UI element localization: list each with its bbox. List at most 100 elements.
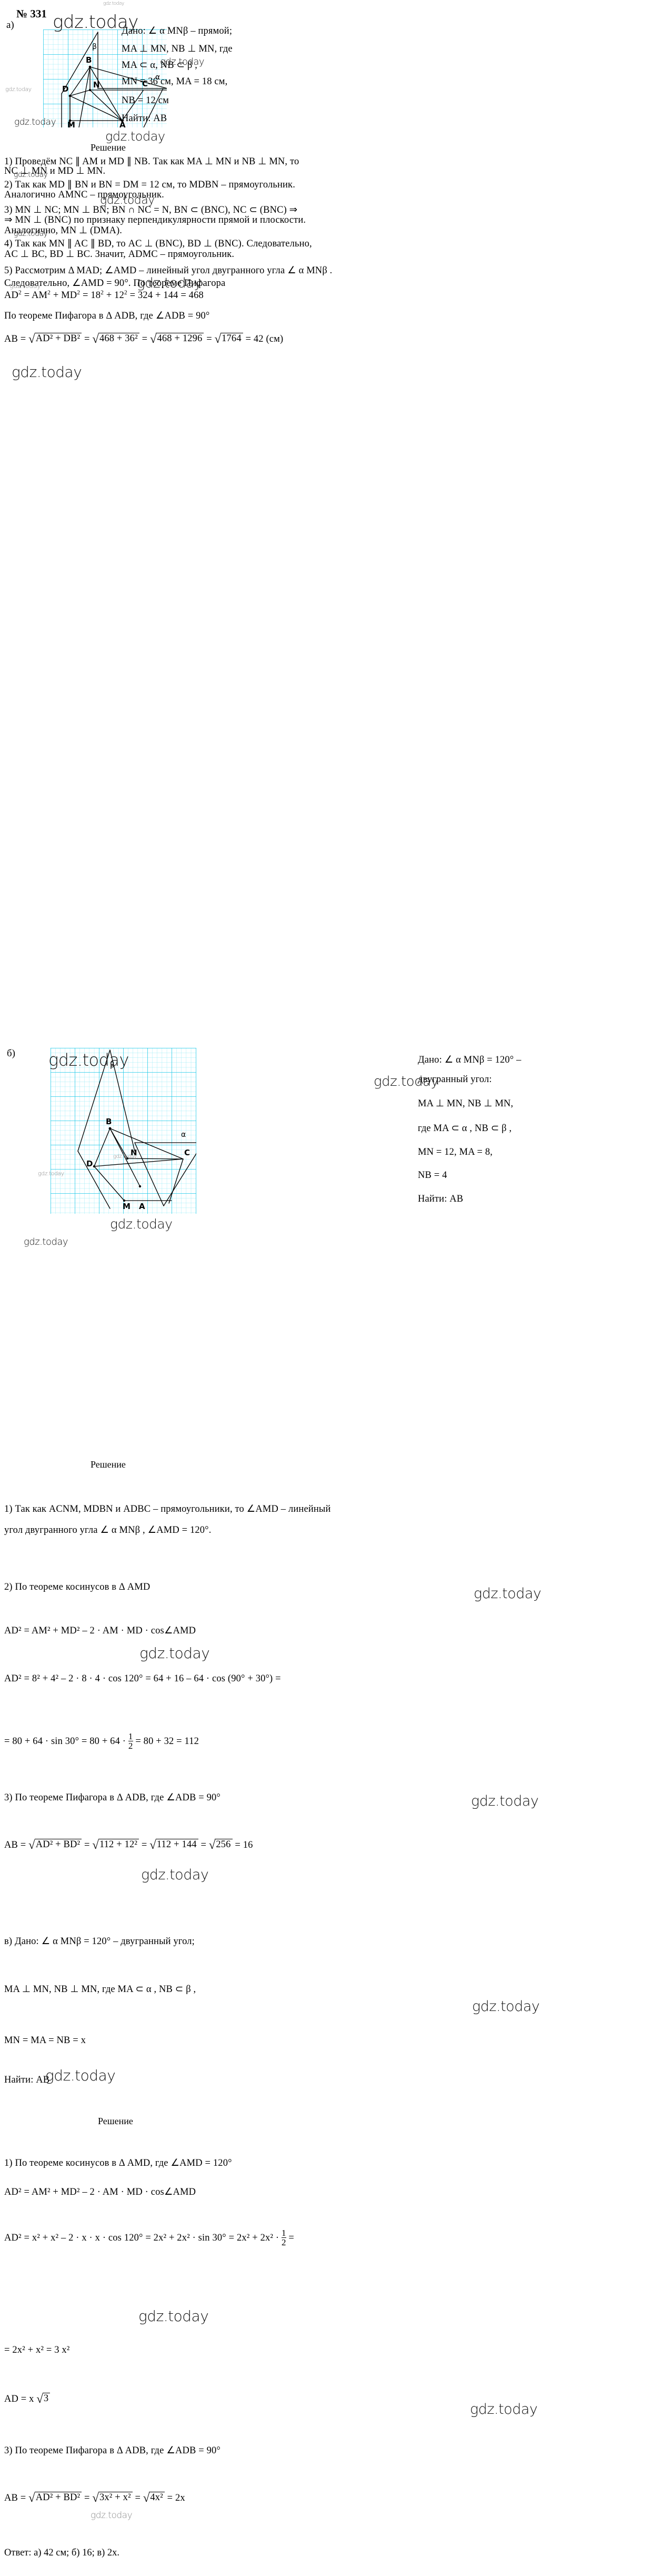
radicand: 4x² — [149, 2492, 165, 2503]
watermark: gdz.today — [139, 1644, 210, 1662]
given-a-line-6: Найти: AB — [122, 113, 167, 124]
given-b-line-3: MA ⊥ MN, NB ⊥ MN, — [418, 1098, 514, 1109]
formula-v-line-1: AD² = AM² + MD² – 2 · AM · MD · cos∠AMD — [4, 2187, 196, 2197]
figure-b-drawing — [77, 1049, 196, 1209]
radical: √3 — [36, 2393, 51, 2405]
formula-b-line3-pre: = 80 + 64 · sin 30° = 80 + 64 · — [4, 1736, 126, 1747]
radical: √112 + 12² — [92, 1839, 139, 1851]
fraction-one-half: 1 2 — [281, 2228, 286, 2247]
given-a-line-5: NB = 12 см — [122, 95, 169, 106]
given-a-line-2: MA ⊥ MN, NB ⊥ MN, где — [122, 44, 233, 54]
given-b-line-1: Дано: ∠ α MNβ = 120° – — [418, 1055, 521, 1065]
radicand: 3x² + x² — [98, 2492, 133, 2503]
solution-a-step-3b: ⇒ MN ⊥ (BNC) по признаку перпендикулярно… — [4, 215, 306, 225]
solution-a-step-1b: NC ⊥ MN и MD ⊥ MN. — [4, 166, 106, 176]
figure-b-point-M: M — [123, 1202, 131, 1211]
figure-b-point-B: B — [106, 1117, 112, 1126]
formula-b-ab-eq1: = — [84, 1840, 90, 1850]
fraction-one-half: 1 2 — [128, 1732, 133, 1751]
solution-b-step-1b: угол двугранного угла ∠ α MNβ , ∠AMD = 1… — [4, 1525, 212, 1535]
given-a-line-4: MN = 36 см, MA = 18 см, — [122, 76, 228, 87]
watermark: gdz.today — [474, 1586, 541, 1602]
figure-b-point-D: D — [86, 1159, 93, 1168]
formula-a-ad-squared: AD2 = AM2 + MD2 = 182 + 122 = 324 + 144 … — [4, 289, 204, 301]
formula-b-line-3: = 80 + 64 · sin 30° = 80 + 64 · 1 2 = 80… — [4, 1732, 199, 1751]
radical: √3x² + x² — [92, 2492, 133, 2504]
radical: √112 + 144 — [149, 1839, 198, 1851]
formula-b-ab-eq2: = — [141, 1840, 147, 1850]
fraction-numerator: 1 — [281, 2228, 286, 2238]
given-v-line-3: MN = MA = NB = x — [4, 2035, 86, 2046]
solution-a-step-3: 3) MN ⊥ NC; MN ⊥ BN; BN ∩ NC = N, BN ⊂ (… — [4, 205, 298, 215]
given-v-line-2: MA ⊥ MN, NB ⊥ MN, где MA ⊂ α , NB ⊂ β , — [4, 1984, 196, 1995]
watermark: gdz.today — [103, 1, 124, 6]
watermark: gdz.today — [5, 86, 32, 93]
solution-a-step-1: 1) Проведём NC ∥ AM и MD ∥ NB. Так как M… — [4, 156, 299, 167]
figure-a-point-A: A — [119, 120, 126, 130]
watermark: gdz.today — [110, 1216, 173, 1232]
figure-a-grid — [43, 29, 167, 127]
figure-b-point-A: A — [139, 1202, 145, 1211]
figure-b-plane-beta: β — [110, 1061, 115, 1069]
part-label-b: б) — [7, 1048, 15, 1059]
radical: √1764 — [215, 333, 243, 345]
given-a-line-1: Дано: ∠ α MNβ – прямой; — [122, 26, 233, 36]
figure-b-plane-alpha: α — [181, 1131, 186, 1139]
solution-a-step-4b: AC ⊥ BC, BD ⊥ BC. Значит, ADMC – прямоуг… — [4, 249, 235, 260]
radical: √256 — [209, 1839, 233, 1851]
watermark: gdz.today — [138, 2307, 209, 2325]
formula-v-ad-prefix: AD = x — [4, 2394, 34, 2404]
watermark: gdz.today — [12, 363, 82, 381]
formula-a-ab: AB = √AD² + DB² = √468 + 36² = √468 + 12… — [4, 333, 283, 345]
fraction-numerator: 1 — [128, 1731, 133, 1741]
formula-a-ab-eq2: = — [142, 334, 148, 344]
solution-heading-v: Решение — [98, 2116, 133, 2126]
watermark: gdz.today — [91, 2510, 133, 2521]
watermark: gdz.today — [105, 129, 165, 144]
radical: √AD² + DB² — [28, 333, 82, 345]
figure-a-point-C: C — [142, 79, 148, 88]
solution-b-step-2: 2) По теореме косинусов в Δ AMD — [4, 1582, 151, 1592]
radicand: AD² + DB² — [34, 333, 82, 344]
formula-a-ad-p5: = 324 + 144 = 468 — [129, 290, 204, 301]
formula-v-ab-eq3: = 2x — [167, 2493, 185, 2503]
watermark: gdz.today — [24, 1236, 68, 1247]
given-a-line-3: MA ⊂ α, NB ⊂ β , — [122, 60, 197, 71]
radicand: 256 — [215, 1839, 233, 1850]
formula-a-ab-eq3: = — [206, 334, 212, 344]
formula-a-ab-eq1: = — [84, 334, 90, 344]
radicand: 468 + 36² — [98, 333, 139, 344]
figure-b-point-C: C — [184, 1148, 190, 1157]
formula-a-ad-p4: + 12 — [106, 290, 124, 301]
radicand: AD² + BD² — [34, 1839, 82, 1850]
radical: √468 + 1296 — [150, 333, 204, 345]
solution-a-step-4: 4) Так как MN ∥ AC ∥ BD, то AC ⊥ (BNC), … — [4, 239, 312, 249]
figure-a-point-N: N — [93, 80, 100, 90]
solution-a-step-5b: Следовательно, ∠AMD = 90°. По теореме Пи… — [4, 278, 226, 289]
given-b-line-7: Найти: AB — [418, 1194, 464, 1204]
formula-b-ab-result: = 16 — [235, 1840, 253, 1850]
solution-v-step-1: 1) По теореме косинусов в Δ AMD, где ∠AM… — [4, 2158, 232, 2168]
fraction-denominator: 2 — [128, 1741, 133, 1751]
watermark: gdz.today — [141, 1867, 209, 1883]
formula-a-ab-prefix: AB = — [4, 334, 26, 344]
solution-a-pyth-line: По теореме Пифагора в Δ ADB, где ∠ADB = … — [4, 311, 210, 321]
figure-a-point-M: M — [67, 120, 75, 130]
solution-a-step-5: 5) Рассмотрим Δ MAD; ∠AMD – линейный уго… — [4, 265, 333, 276]
watermark: gdz.today — [470, 2401, 538, 2418]
figure-b-grid — [51, 1048, 196, 1214]
radical: √AD² + BD² — [28, 1839, 82, 1851]
formula-b-ab: AB = √AD² + BD² = √112 + 12² = √112 + 14… — [4, 1839, 253, 1851]
watermark: gdz.today — [472, 1998, 540, 2015]
solution-v-step-3: 3) По теореме Пифагора в Δ ADB, где ∠ADB… — [4, 2445, 220, 2456]
solution-heading-b: Решение — [91, 1459, 126, 1470]
given-b-line-5: MN = 12, MA = 8, — [418, 1147, 493, 1157]
figure-a-plane-alpha: α — [155, 73, 161, 82]
formula-v-line-3: = 2x² + x² = 3 x² — [4, 2345, 70, 2355]
formula-b-line-1: AD² = AM² + MD² – 2 · AM · MD · cos∠AMD — [4, 1626, 196, 1636]
formula-b-line3-post: = 80 + 32 = 112 — [135, 1736, 199, 1747]
formula-v-ab-prefix: AB = — [4, 2493, 26, 2503]
given-b-line-4: где MA ⊂ α , NB ⊂ β , — [418, 1123, 512, 1134]
radicand: 112 + 144 — [155, 1839, 198, 1850]
